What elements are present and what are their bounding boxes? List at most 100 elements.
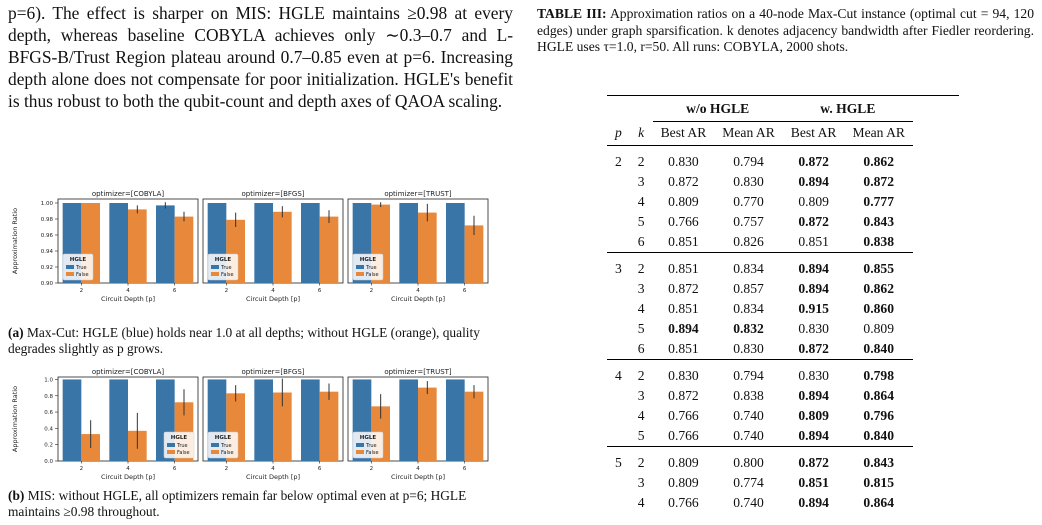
cell-best-ar: 0.809 [668, 454, 699, 470]
facet-title: optimizer=[TRUST] [384, 190, 452, 198]
cell-best-ar: 0.872 [668, 280, 699, 296]
cell-p: 2 [615, 153, 622, 169]
table-caption-label: TABLE III: [537, 6, 607, 21]
cell-best-ar: 0.766 [668, 407, 699, 423]
cell-mean-ar: 0.830 [733, 340, 764, 356]
x-tick-label: 4 [416, 288, 420, 294]
table-row: 4 0.766 0.740 0.894 0.864 [607, 493, 913, 513]
facet-title: optimizer=[TRUST] [384, 368, 452, 376]
facet-panel: optimizer=[TRUST] 2 4 6 Circuit Depth [p] HGL… [347, 368, 489, 481]
x-tick-label: 6 [318, 288, 322, 294]
cell-best-ar: 0.872 [668, 387, 699, 403]
legend-label: False [366, 272, 379, 278]
cell-mean-ar: 0.832 [733, 320, 764, 336]
cell-best-ar-hgle: 0.872 [798, 454, 829, 470]
figure-b: Approximation Ratio optimizer=[COBYLA] 0.0… [8, 363, 513, 481]
cell-best-ar-hgle: 0.894 [798, 260, 829, 276]
caption-a-text: Max-Cut: HGLE (blue) holds near 1.0 at a… [8, 325, 480, 356]
x-tick-label: 4 [126, 466, 130, 472]
legend-label: True [365, 443, 377, 449]
cell-mean-ar: 0.826 [733, 233, 764, 249]
x-tick-label: 2 [370, 466, 374, 472]
cell-best-ar: 0.809 [668, 474, 699, 490]
cell-best-ar-hgle: 0.809 [798, 193, 829, 209]
table-row: 6 0.851 0.826 0.851 0.838 [607, 232, 913, 253]
y-tick-label: 1.0 [44, 377, 53, 383]
cell-best-ar: 0.766 [668, 213, 699, 229]
cell-k: 2 [637, 454, 645, 470]
cell-best-ar-hgle: 0.809 [798, 407, 829, 423]
cell-p [607, 406, 630, 426]
cell-best-ar: 0.766 [668, 494, 699, 510]
x-tick-label: 6 [463, 466, 467, 472]
x-tick-label: 2 [80, 288, 84, 294]
cell-mean-ar: 0.740 [733, 427, 764, 443]
bar [174, 216, 194, 283]
x-tick-label: 6 [318, 466, 322, 472]
bar [273, 211, 292, 283]
caption-a: (a) Max-Cut: HGLE (blue) holds near 1.0 … [8, 325, 508, 357]
legend-title: HGLE [215, 257, 232, 263]
x-axis-label: Circuit Depth [p] [101, 473, 155, 481]
cell-mean-ar-hgle: 0.862 [863, 153, 895, 169]
facet-panel: optimizer=[BFGS] 2 4 6 Circuit Depth [p] HGLE… [202, 190, 344, 303]
bar [399, 379, 418, 461]
legend-label: True [176, 443, 188, 449]
x-tick-label: 2 [370, 288, 374, 294]
table-row: 4 0.851 0.834 0.915 0.860 [607, 299, 913, 319]
bar [319, 216, 339, 283]
bar [418, 212, 437, 283]
x-axis-label: Circuit Depth [p] [246, 473, 300, 481]
cell-mean-ar-hgle: 0.864 [863, 387, 895, 403]
cell-mean-ar-hgle: 0.855 [863, 260, 895, 276]
legend-label: True [220, 443, 232, 449]
x-tick-label: 4 [271, 288, 275, 294]
bar [62, 379, 82, 461]
bar [156, 205, 175, 283]
y-tick-label: 0.94 [41, 249, 54, 255]
cell-mean-ar-hgle: 0.840 [863, 427, 895, 443]
cell-p: 3 [615, 260, 622, 276]
cell-best-ar: 0.851 [668, 260, 699, 276]
cell-best-ar-hgle: 0.872 [798, 153, 829, 169]
cell-p: 5 [615, 454, 622, 470]
cell-mean-ar-hgle: 0.843 [863, 213, 895, 229]
x-tick-label: 6 [173, 288, 177, 294]
x-tick-label: 4 [271, 466, 275, 472]
col-header-best-ar-hgle: Best AR [790, 125, 837, 140]
cell-best-ar-hgle: 0.872 [798, 213, 829, 229]
bar [418, 387, 437, 461]
facet-title: optimizer=[COBYLA] [92, 368, 165, 376]
cell-p [607, 232, 630, 253]
table-row: 5 0.894 0.832 0.830 0.809 [607, 319, 913, 339]
legend-swatch [66, 272, 74, 276]
table-row: 3 0.872 0.830 0.894 0.872 [607, 172, 913, 192]
col-header-k: k [638, 124, 645, 140]
cell-k: 5 [637, 320, 645, 336]
cell-best-ar-hgle: 0.915 [798, 300, 829, 316]
cell-p [607, 192, 630, 212]
facet-title: optimizer=[BFGS] [241, 190, 304, 198]
facet-panel: optimizer=[BFGS] 2 4 6 Circuit Depth [p] HGLE… [202, 368, 344, 481]
legend-title: HGLE [360, 435, 377, 441]
legend-swatch [167, 450, 175, 454]
figure-b-chart: Approximation Ratio optimizer=[COBYLA] 0.0… [11, 368, 489, 481]
table-caption-text: Approximation ratios on a 40-node Max-Cu… [537, 6, 1034, 55]
cell-k: 6 [637, 233, 645, 249]
cell-mean-ar-hgle: 0.872 [863, 173, 895, 189]
legend-label: True [365, 265, 377, 271]
cell-best-ar: 0.851 [668, 340, 699, 356]
legend-label: False [177, 450, 190, 456]
x-tick-label: 2 [225, 288, 229, 294]
cell-p: 4 [615, 367, 622, 383]
table-row: 4 0.766 0.740 0.809 0.796 [607, 406, 913, 426]
bar [273, 392, 292, 461]
legend-swatch [211, 265, 219, 269]
cell-mean-ar: 0.800 [733, 454, 764, 470]
cell-best-ar: 0.809 [668, 193, 699, 209]
table-row: 5 2 0.809 0.800 0.872 0.843 [607, 446, 913, 473]
caption-b-text: MIS: without HGLE, all optimizers remain… [8, 488, 467, 519]
bar [301, 379, 320, 461]
